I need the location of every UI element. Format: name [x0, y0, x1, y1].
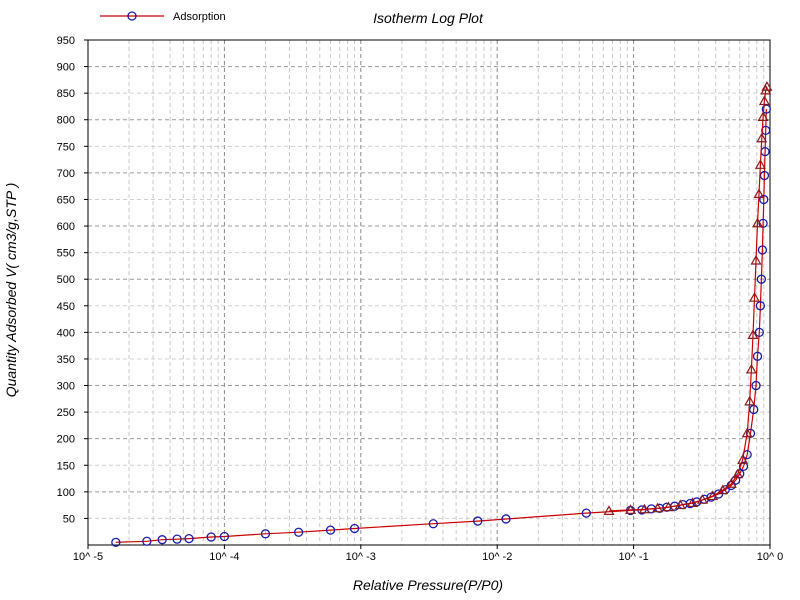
grid-lines	[88, 40, 770, 545]
y-tick-label: 800	[57, 115, 75, 127]
data-point-adsorption	[758, 218, 768, 229]
y-tick-label: 450	[57, 301, 75, 313]
x-tick-label: 10^ -2	[482, 551, 512, 563]
data-point-adsorption	[501, 514, 511, 524]
data-point-desorption	[757, 111, 769, 122]
data-point-desorption	[756, 132, 768, 143]
data-point-desorption	[758, 95, 770, 106]
data-point-adsorption	[428, 519, 438, 529]
data-point-desorption	[652, 502, 664, 513]
series-line-desorption	[608, 86, 768, 512]
data-point-adsorption	[157, 535, 167, 545]
data-point-adsorption	[754, 327, 764, 338]
data-point-desorption	[750, 254, 762, 265]
data-point-adsorption	[172, 534, 182, 544]
series-line-adsorption	[115, 109, 767, 543]
y-axis-title: Quantity Adsorbed V( cm3/g,STP )	[3, 183, 19, 398]
data-point-adsorption	[738, 461, 749, 471]
y-tick-label: 650	[57, 194, 75, 206]
data-point-adsorption	[755, 301, 766, 311]
x-tick-label: 10^ -4	[209, 551, 239, 563]
plot-frame	[87, 39, 771, 546]
data-point-adsorption	[142, 536, 152, 546]
data-point-desorption	[747, 329, 759, 340]
data-point-adsorption	[757, 245, 768, 255]
x-tick-label: 10^ -3	[346, 551, 376, 563]
data-point-desorption	[638, 503, 650, 514]
y-tick-label: 550	[57, 248, 75, 260]
y-tick-label: 750	[57, 141, 75, 153]
data-point-desorption	[741, 427, 753, 438]
y-tick-label: 900	[57, 62, 75, 74]
y-tick-label: 500	[57, 274, 75, 286]
y-axis-ticks: 50 100 150 200 250 300 350 400 450 500 550 600 650 70…	[57, 35, 88, 525]
y-tick-label: 100	[57, 487, 75, 499]
data-point-adsorption	[473, 516, 483, 526]
data-point-adsorption	[752, 351, 763, 361]
data-point-adsorption	[349, 523, 360, 534]
data-point-adsorption	[745, 428, 756, 439]
x-axis-title: Relative Pressure(P/P0)	[353, 577, 503, 593]
data-point-desorption	[603, 505, 615, 515]
data-point-adsorption	[756, 274, 767, 284]
data-point-adsorption	[206, 532, 216, 542]
data-point-desorption	[725, 478, 737, 488]
data-point-adsorption	[759, 194, 769, 205]
data-point-desorption	[748, 292, 761, 302]
data-point-desorption	[686, 497, 698, 507]
series-layer	[111, 81, 773, 547]
data-point-desorption	[761, 81, 773, 91]
y-tick-label: 400	[57, 327, 75, 339]
y-tick-label: 950	[57, 35, 75, 47]
y-tick-label: 250	[57, 407, 75, 419]
y-tick-label: 300	[57, 381, 75, 393]
data-point-desorption	[625, 504, 637, 514]
data-point-adsorption	[581, 508, 591, 518]
y-tick-label: 50	[63, 513, 75, 525]
data-point-desorption	[696, 494, 709, 504]
y-tick-label: 150	[57, 460, 75, 472]
data-point-desorption	[751, 217, 764, 228]
data-point-desorption	[744, 395, 756, 406]
y-tick-label: 350	[57, 354, 75, 366]
data-point-adsorption	[751, 380, 761, 391]
data-point-desorption	[732, 468, 744, 479]
y-tick-label: 850	[57, 88, 75, 100]
data-point-adsorption	[325, 525, 336, 535]
y-tick-label: 700	[57, 168, 75, 180]
data-point-desorption	[707, 490, 719, 501]
data-point-desorption	[674, 499, 686, 510]
x-tick-label: 10^ -5	[73, 551, 103, 563]
data-point-adsorption	[184, 533, 194, 544]
data-point-adsorption	[293, 527, 304, 537]
data-point-adsorption	[219, 531, 230, 542]
x-axis-ticks: 10^ -5 10^ -4 10^ -3 10^ -2 10^ -1 10^ 0	[73, 545, 783, 563]
y-tick-label: 600	[57, 221, 75, 233]
data-point-adsorption	[260, 529, 271, 539]
y-tick-label: 200	[57, 434, 75, 446]
data-point-adsorption	[111, 537, 121, 547]
data-point-desorption	[662, 501, 674, 512]
legend: Adsorption	[100, 11, 226, 23]
x-tick-label: 10^ 0	[757, 551, 784, 563]
legend-marker	[127, 11, 137, 21]
data-point-desorption	[754, 159, 766, 169]
legend-label-adsorption: Adsorption	[173, 11, 226, 23]
data-point-desorption	[717, 484, 729, 495]
x-tick-label: 10^ -1	[618, 551, 648, 563]
chart-title: Isotherm Log Plot	[373, 10, 484, 26]
data-point-desorption	[745, 363, 757, 374]
data-point-desorption	[753, 188, 765, 199]
data-point-desorption	[737, 454, 749, 464]
